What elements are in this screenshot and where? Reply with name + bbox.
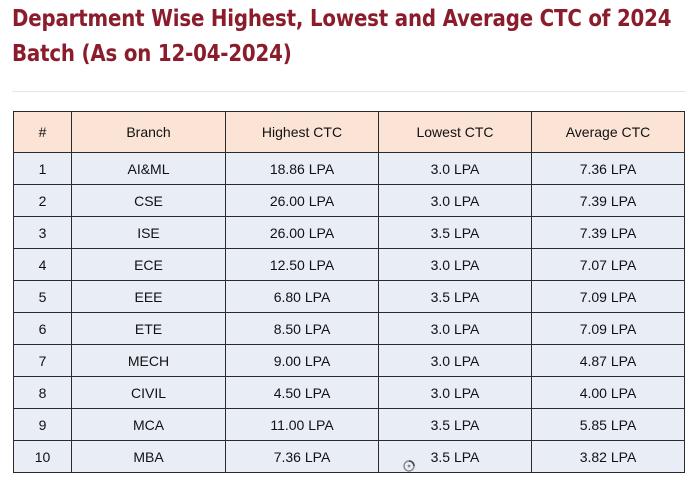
header-branch: Branch (71, 111, 226, 153)
cell-lowest-ctc: 3.5 LPA (378, 216, 532, 249)
table-row: 9 MCA 11.00 LPA 3.5 LPA 5.85 LPA (13, 408, 685, 441)
cell-number: 6 (13, 312, 72, 345)
cell-branch: ISE (71, 216, 226, 249)
cell-highest-ctc: 26.00 LPA (225, 216, 379, 249)
cell-number: 4 (13, 248, 72, 281)
cell-average-ctc: 7.07 LPA (531, 248, 685, 281)
table-row: 8 CIVIL 4.50 LPA 3.0 LPA 4.00 LPA (13, 376, 685, 409)
table-header-row: # Branch Highest CTC Lowest CTC Average … (13, 111, 685, 153)
cell-average-ctc: 5.85 LPA (531, 408, 685, 441)
cell-highest-ctc: 6.80 LPA (225, 280, 379, 313)
cell-number: 9 (13, 408, 72, 441)
cell-branch: CSE (71, 184, 226, 217)
cell-branch: MCA (71, 408, 226, 441)
table-row: 4 ECE 12.50 LPA 3.0 LPA 7.07 LPA (13, 248, 685, 281)
cell-lowest-ctc: 3.5 LPA (378, 280, 532, 313)
table-row: 3 ISE 26.00 LPA 3.5 LPA 7.39 LPA (13, 216, 685, 249)
cell-branch: MBA (71, 440, 226, 473)
table-row: 1 AI&ML 18.86 LPA 3.0 LPA 7.36 LPA (13, 152, 685, 185)
cell-highest-ctc: 9.00 LPA (225, 344, 379, 377)
cell-number: 3 (13, 216, 72, 249)
cell-highest-ctc: 11.00 LPA (225, 408, 379, 441)
cell-highest-ctc: 4.50 LPA (225, 376, 379, 409)
cell-highest-ctc: 7.36 LPA (225, 440, 379, 473)
header-number: # (13, 111, 72, 153)
cell-number: 7 (13, 344, 72, 377)
cell-average-ctc: 7.09 LPA (531, 280, 685, 313)
cell-number: 5 (13, 280, 72, 313)
cell-lowest-ctc: 3.0 LPA (378, 344, 532, 377)
page-title: Department Wise Highest, Lowest and Aver… (12, 6, 672, 67)
cell-branch: ETE (71, 312, 226, 345)
header-highest-ctc: Highest CTC (225, 111, 379, 153)
ctc-table: # Branch Highest CTC Lowest CTC Average … (13, 111, 685, 473)
cell-average-ctc: 7.39 LPA (531, 216, 685, 249)
cell-number: 10 (13, 440, 72, 473)
cell-branch: EEE (71, 280, 226, 313)
cell-branch: ECE (71, 248, 226, 281)
cell-branch: CIVIL (71, 376, 226, 409)
cell-average-ctc: 3.82 LPA (531, 440, 685, 473)
cell-number: 2 (13, 184, 72, 217)
cell-lowest-ctc: 3.0 LPA (378, 312, 532, 345)
cell-average-ctc: 4.87 LPA (531, 344, 685, 377)
cell-number: 1 (13, 152, 72, 185)
busy-cursor-icon (403, 460, 415, 472)
table-row: 2 CSE 26.00 LPA 3.0 LPA 7.39 LPA (13, 184, 685, 217)
cell-average-ctc: 4.00 LPA (531, 376, 685, 409)
table-row: 6 ETE 8.50 LPA 3.0 LPA 7.09 LPA (13, 312, 685, 345)
table-row: 10 MBA 7.36 LPA 3.5 LPA 3.82 LPA (13, 440, 685, 473)
cell-highest-ctc: 26.00 LPA (225, 184, 379, 217)
cell-branch: AI&ML (71, 152, 226, 185)
cell-branch: MECH (71, 344, 226, 377)
cell-average-ctc: 7.39 LPA (531, 184, 685, 217)
table-row: 5 EEE 6.80 LPA 3.5 LPA 7.09 LPA (13, 280, 685, 313)
header-average-ctc: Average CTC (531, 111, 685, 153)
cell-lowest-ctc: 3.0 LPA (378, 248, 532, 281)
table-row: 7 MECH 9.00 LPA 3.0 LPA 4.87 LPA (13, 344, 685, 377)
cell-lowest-ctc: 3.0 LPA (378, 152, 532, 185)
table-body: 1 AI&ML 18.86 LPA 3.0 LPA 7.36 LPA 2 CSE 26.00 … (13, 152, 685, 473)
cell-highest-ctc: 18.86 LPA (225, 152, 379, 185)
cell-average-ctc: 7.36 LPA (531, 152, 685, 185)
cell-highest-ctc: 8.50 LPA (225, 312, 379, 345)
cell-average-ctc: 7.09 LPA (531, 312, 685, 345)
cell-number: 8 (13, 376, 72, 409)
cell-lowest-ctc: 3.0 LPA (378, 376, 532, 409)
divider (12, 91, 686, 92)
header-lowest-ctc: Lowest CTC (378, 111, 532, 153)
cell-lowest-ctc: 3.5 LPA (378, 408, 532, 441)
cell-highest-ctc: 12.50 LPA (225, 248, 379, 281)
cell-lowest-ctc: 3.0 LPA (378, 184, 532, 217)
